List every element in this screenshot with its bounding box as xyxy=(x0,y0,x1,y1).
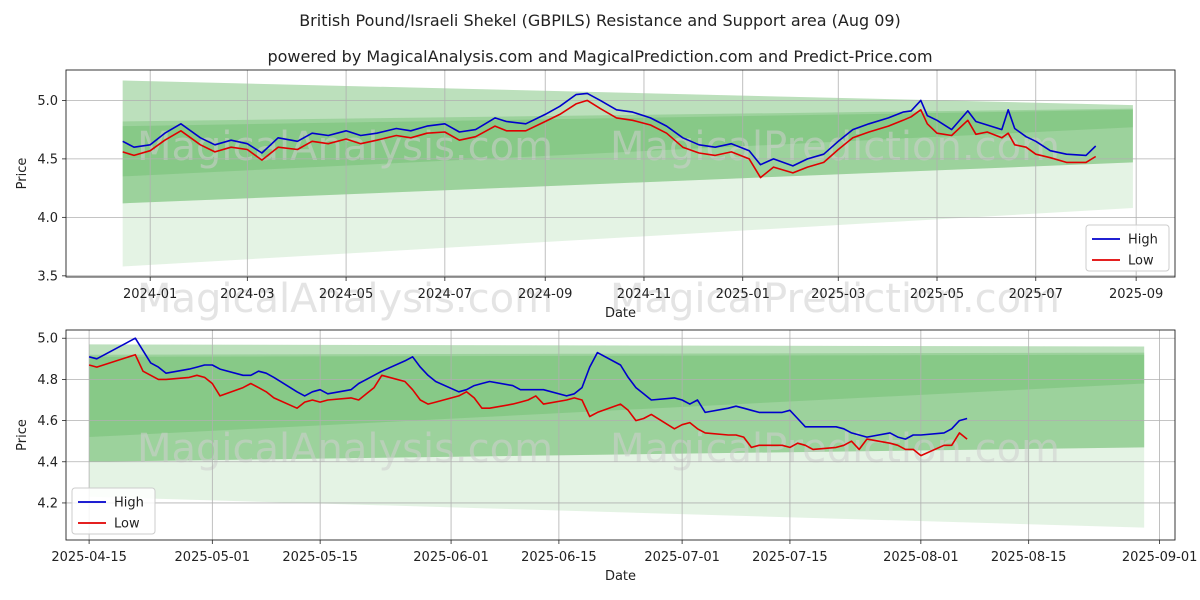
band-3 xyxy=(122,109,1133,177)
x-tick-label: 2025-07-15 xyxy=(752,550,828,565)
series-line-low xyxy=(88,353,968,457)
x-tick-label: 2025-06-01 xyxy=(413,550,489,565)
x-tick-label: 2024-05 xyxy=(319,287,373,302)
watermark-text: MagicalPrediction.com xyxy=(610,426,1060,472)
x-tick-label: 2024-09 xyxy=(518,287,572,302)
legend: High Low xyxy=(1085,224,1170,272)
x-tick-label: 2025-09-01 xyxy=(1122,550,1198,565)
forecast-bands xyxy=(122,80,1133,267)
series-line-low xyxy=(122,99,1097,179)
y-tick-label: 4.2 xyxy=(37,496,58,511)
y-tick-label: 3.5 xyxy=(37,269,58,284)
watermark-text: MagicalAnalysis.com xyxy=(137,276,553,322)
x-tick-label: 2025-06-15 xyxy=(521,550,597,565)
legend-label-high: High xyxy=(114,496,144,511)
upper-chart-panel: MagicalAnalysis.comMagicalAnalysis.comMa… xyxy=(15,69,1176,322)
x-axis-label: Date xyxy=(605,569,636,584)
x-tick-label: 2024-03 xyxy=(220,287,274,302)
y-tick-label: 5.0 xyxy=(37,332,58,347)
y-tick-label: 4.5 xyxy=(37,152,58,167)
legend-label-high: High xyxy=(1128,233,1158,248)
legend-label-low: Low xyxy=(114,517,140,532)
lower-chart-panel: MagicalAnalysis.com MagicalPrediction.com… xyxy=(15,329,1198,584)
y-axis-label: Price xyxy=(15,158,30,190)
legend-label-low: Low xyxy=(1128,254,1154,269)
legend: High Low xyxy=(71,487,156,535)
x-tick-label: 2024-01 xyxy=(123,287,177,302)
band-0 xyxy=(122,80,1133,267)
x-tick-label: 2024-11 xyxy=(617,287,671,302)
plot-frame xyxy=(65,329,1176,541)
chart-subtitle: powered by MagicalAnalysis.com and Magic… xyxy=(267,47,932,66)
x-axis-label: Date xyxy=(605,306,636,321)
x-tick-label: 2025-09 xyxy=(1109,287,1163,302)
x-tick-label: 2024-07 xyxy=(418,287,472,302)
series-line-high xyxy=(122,92,1097,167)
x-tick-label: 2025-07 xyxy=(1009,287,1063,302)
band-2 xyxy=(122,108,1133,204)
watermark-text: MagicalPrediction.com xyxy=(610,124,1060,170)
y-axis-label: Price xyxy=(15,419,30,451)
grid xyxy=(66,70,1175,277)
x-tick-label: 2025-07-01 xyxy=(644,550,720,565)
x-tick-label: 2025-01 xyxy=(716,287,770,302)
chart-title: British Pound/Israeli Shekel (GBPILS) Re… xyxy=(299,11,901,30)
x-tick-label: 2025-05-01 xyxy=(175,550,251,565)
band-0 xyxy=(89,344,1145,528)
x-tick-label: 2025-03 xyxy=(811,287,865,302)
watermark-text: MagicalPrediction.com xyxy=(610,276,1060,322)
band-1 xyxy=(122,80,1133,204)
x-tick-label: 2025-08-15 xyxy=(991,550,1067,565)
grid xyxy=(66,330,1175,540)
x-tick-label: 2025-04-15 xyxy=(51,550,127,565)
x-tick-label: 2025-05 xyxy=(910,287,964,302)
y-tick-label: 4.0 xyxy=(37,211,58,226)
watermark-text: MagicalAnalysis.com xyxy=(137,426,553,472)
series-group xyxy=(88,337,968,457)
band-3 xyxy=(89,354,1145,438)
x-tick-label: 2025-08-01 xyxy=(883,550,959,565)
series-group xyxy=(122,92,1097,179)
series-line-high xyxy=(88,337,968,440)
plot-frame xyxy=(65,69,1176,278)
y-tick-label: 4.8 xyxy=(37,373,58,388)
y-tick-label: 4.4 xyxy=(37,455,58,470)
y-tick-label: 5.0 xyxy=(37,94,58,109)
y-tick-label: 4.6 xyxy=(37,414,58,429)
x-tick-label: 2025-05-15 xyxy=(282,550,358,565)
band-1 xyxy=(89,344,1145,462)
